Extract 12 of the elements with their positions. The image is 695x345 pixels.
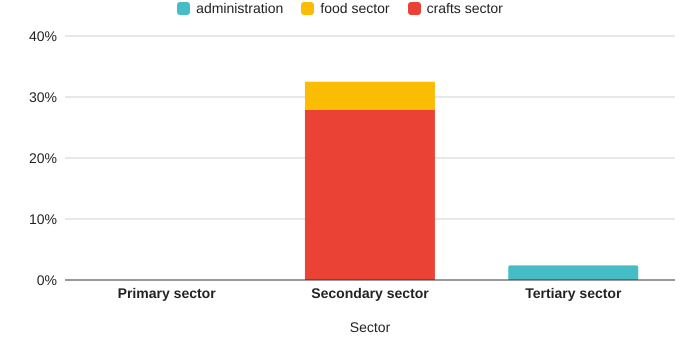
- legend-label: administration: [195, 0, 284, 16]
- x-tick-label: Primary sector: [118, 284, 216, 301]
- legend-label: food sector: [319, 0, 390, 16]
- y-tick-label: 30%: [28, 88, 57, 105]
- legend-label: crafts sector: [426, 0, 503, 16]
- x-tick-label: Secondary sector: [311, 284, 430, 301]
- y-tick-label: 40%: [28, 28, 57, 44]
- y-tick-label: 10%: [28, 210, 57, 227]
- x-tick-label: Tertiary sector: [525, 284, 622, 301]
- x-axis-title: Sector: [350, 319, 391, 335]
- y-tick-label: 0%: [36, 272, 57, 288]
- y-tick-label: 20%: [28, 150, 57, 166]
